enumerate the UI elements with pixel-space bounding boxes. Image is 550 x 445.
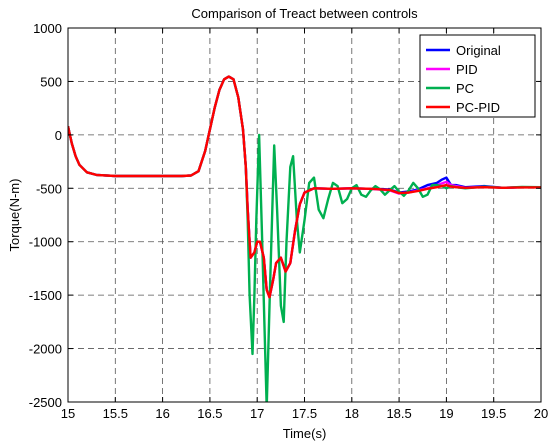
x-tick-labels: 15 15.5 16 16.5 17 17.5 18 18.5 19 19.5 20 bbox=[61, 406, 548, 421]
y-tick-label: 1000 bbox=[33, 21, 62, 36]
y-tick-label: 500 bbox=[40, 74, 62, 89]
chart-title: Comparison of Treact between controls bbox=[191, 6, 418, 21]
y-tick-label: -2000 bbox=[29, 342, 62, 357]
legend-label-pc-pid: PC-PID bbox=[456, 100, 500, 115]
y-tick-label: -500 bbox=[36, 181, 62, 196]
x-tick-label: 15.5 bbox=[103, 406, 128, 421]
x-tick-label: 19 bbox=[439, 406, 453, 421]
plot-lines bbox=[68, 75, 541, 402]
legend-label-pc: PC bbox=[456, 81, 474, 96]
x-tick-label: 16 bbox=[155, 406, 169, 421]
series-line-pc-pid bbox=[68, 75, 541, 299]
legend-label-original: Original bbox=[456, 43, 501, 58]
x-tick-label: 17 bbox=[250, 406, 264, 421]
x-tick-label: 18 bbox=[345, 406, 359, 421]
y-tick-label: 0 bbox=[55, 128, 62, 143]
x-tick-label: 16.5 bbox=[197, 406, 222, 421]
legend: Original PID PC PC-PID bbox=[419, 34, 536, 118]
legend-box bbox=[419, 34, 536, 118]
ticks bbox=[67, 27, 542, 403]
y-tick-label: -1000 bbox=[29, 235, 62, 250]
x-tick-label: 18.5 bbox=[386, 406, 411, 421]
x-tick-label: 20 bbox=[534, 406, 548, 421]
y-tick-label: -2500 bbox=[29, 395, 62, 410]
y-tick-labels: 1000 500 0 -500 -1000 -1500 -2000 -2500 bbox=[29, 21, 62, 410]
x-axis-label: Time(s) bbox=[283, 426, 327, 441]
x-tick-label: 15 bbox=[61, 406, 75, 421]
x-tick-label: 17.5 bbox=[292, 406, 317, 421]
legend-label-pid: PID bbox=[456, 62, 478, 77]
y-tick-label: -1500 bbox=[29, 288, 62, 303]
x-tick-label: 19.5 bbox=[481, 406, 506, 421]
y-axis-label: Torque(N-m) bbox=[7, 179, 22, 252]
